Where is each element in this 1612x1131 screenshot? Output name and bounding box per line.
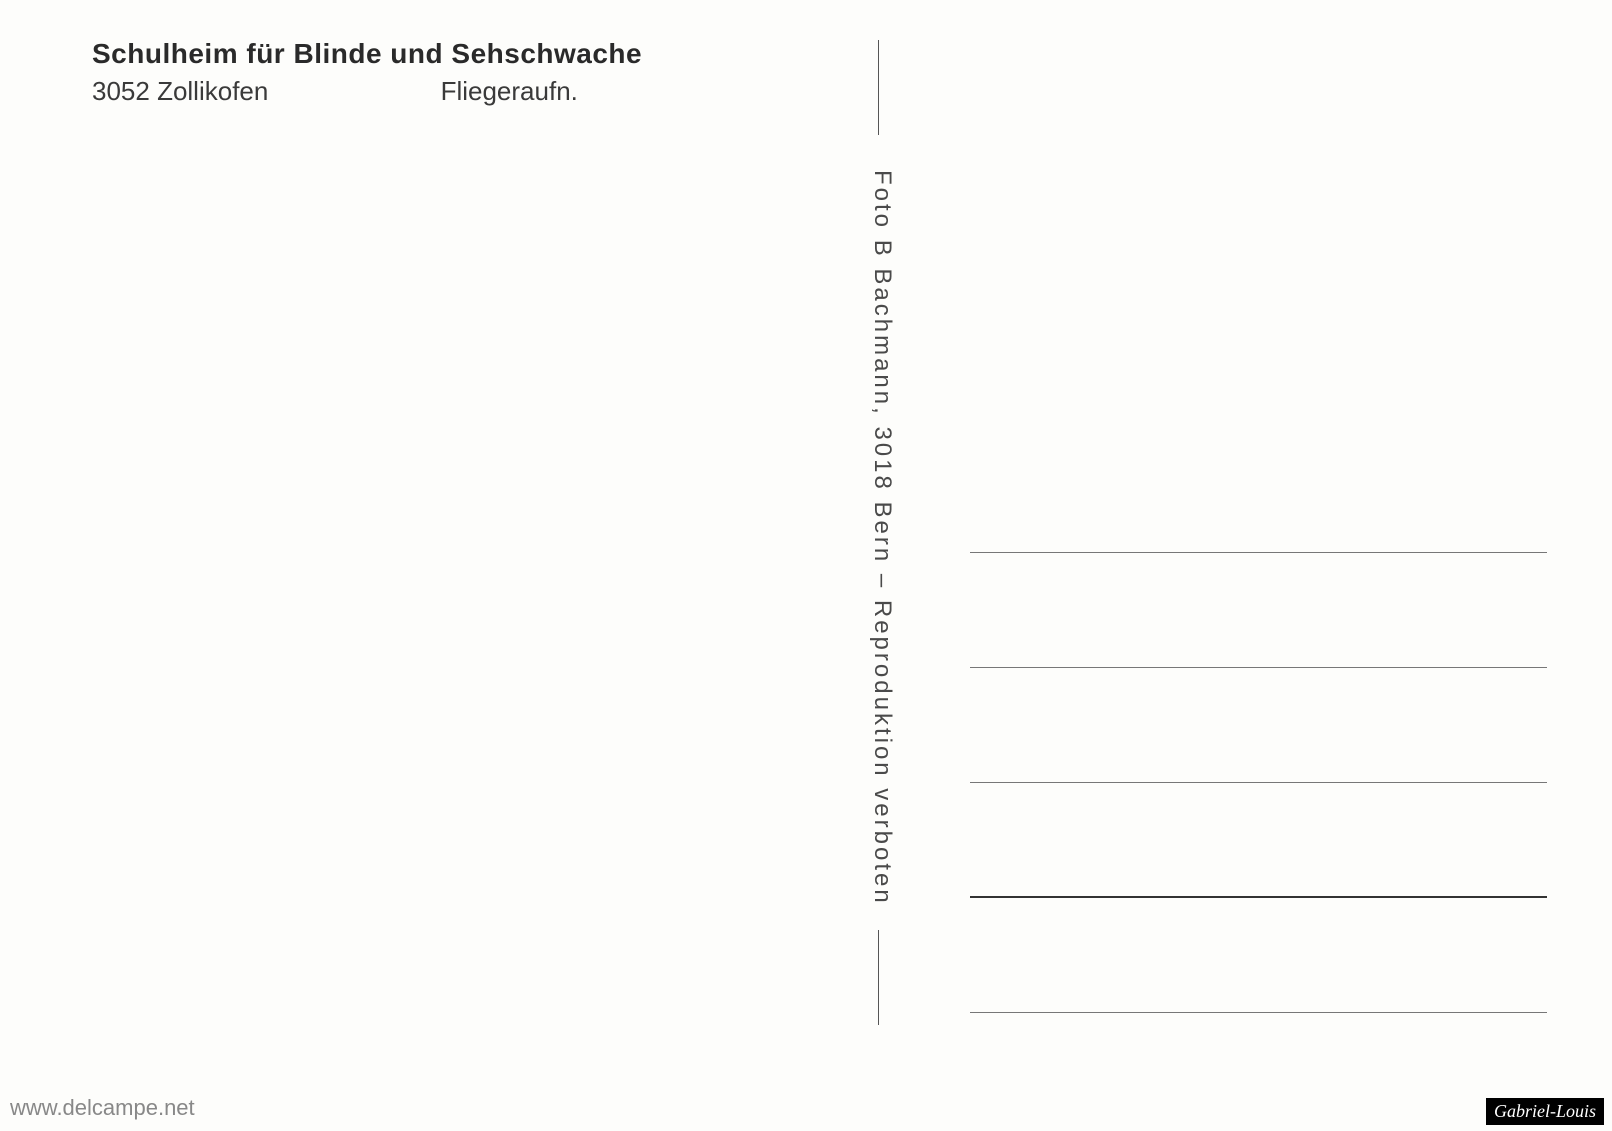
header-block: Schulheim für Blinde und Sehschwache 305… xyxy=(92,38,642,107)
address-line xyxy=(970,438,1547,553)
watermark-seller: Gabriel-Louis xyxy=(1486,1098,1604,1125)
postcode-city: 3052 Zollikofen xyxy=(92,76,268,107)
subtitle-row: 3052 Zollikofen Fliegeraufn. xyxy=(92,76,642,107)
address-line xyxy=(970,783,1547,898)
postcard-back: Schulheim für Blinde und Sehschwache 305… xyxy=(0,0,1612,1131)
institution-title: Schulheim für Blinde und Sehschwache xyxy=(92,38,642,70)
center-divider-bottom xyxy=(878,930,879,1025)
photographer-credit: Foto B Bachmann, 3018 Bern – Reproduktio… xyxy=(868,170,896,910)
address-line xyxy=(970,668,1547,783)
watermark-site: www.delcampe.net xyxy=(10,1095,195,1121)
address-line xyxy=(970,898,1547,1013)
photo-type: Fliegeraufn. xyxy=(441,76,578,107)
address-line xyxy=(970,553,1547,668)
address-lines-block xyxy=(970,438,1547,1013)
center-divider-top xyxy=(878,40,879,135)
